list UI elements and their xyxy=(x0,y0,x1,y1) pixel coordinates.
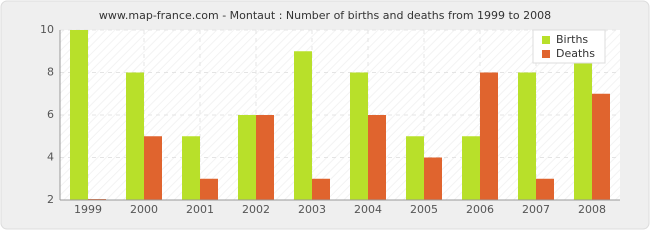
x-tick-label: 2001 xyxy=(186,203,214,216)
x-tick-label: 2002 xyxy=(242,203,270,216)
bar xyxy=(406,136,424,200)
bar xyxy=(126,72,144,200)
x-tick-label: 2005 xyxy=(410,203,438,216)
bar xyxy=(518,72,536,200)
bar xyxy=(312,178,330,200)
bar xyxy=(424,157,442,200)
bar xyxy=(592,93,610,200)
legend-label: Births xyxy=(556,33,588,46)
legend-swatch xyxy=(542,50,550,58)
chart-title: www.map-france.com - Montaut : Number of… xyxy=(99,9,551,22)
x-tick-label: 2007 xyxy=(522,203,550,216)
plot: 2 4 6 8 10 1999 2000 2001 2002 2003 2004 2005 2006 20… xyxy=(40,23,620,216)
chart: www.map-france.com - Montaut : Number of… xyxy=(0,0,650,230)
y-tick-label: 6 xyxy=(47,108,54,121)
bar xyxy=(536,178,554,200)
x-tick-label: 1999 xyxy=(74,203,102,216)
bar xyxy=(200,178,218,200)
bar xyxy=(182,136,200,200)
legend-label: Deaths xyxy=(556,47,595,60)
x-tick-label: 2008 xyxy=(578,203,606,216)
bar xyxy=(144,136,162,200)
bar xyxy=(574,51,592,200)
bar xyxy=(368,115,386,200)
x-tick-label: 2004 xyxy=(354,203,382,216)
y-tick-label: 4 xyxy=(47,151,54,164)
y-tick-label: 8 xyxy=(47,66,54,79)
bar xyxy=(238,115,256,200)
x-tick-label: 2003 xyxy=(298,203,326,216)
bar xyxy=(294,51,312,200)
legend-swatch xyxy=(542,36,550,44)
y-tick-label: 10 xyxy=(40,23,54,36)
bar xyxy=(480,72,498,200)
x-tick-label: 2006 xyxy=(466,203,494,216)
bar xyxy=(350,72,368,200)
y-tick-label: 2 xyxy=(47,193,54,206)
bar xyxy=(70,30,88,200)
bar xyxy=(462,136,480,200)
bar xyxy=(256,115,274,200)
x-tick-label: 2000 xyxy=(130,203,158,216)
